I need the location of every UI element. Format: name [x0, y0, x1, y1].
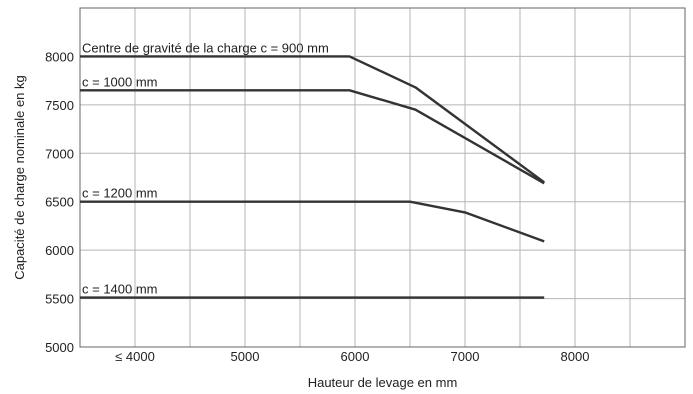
- y-tick-label: 7500: [45, 98, 74, 113]
- plot-frame: [79, 7, 686, 348]
- y-tick-label: 6500: [45, 195, 74, 210]
- x-axis-title: Hauteur de levage en mm: [308, 375, 458, 390]
- x-tick-label: 8000: [561, 349, 590, 364]
- x-tick-label: 7000: [451, 349, 480, 364]
- series-line-2: [80, 89, 545, 185]
- y-tick-label: 7000: [45, 146, 74, 161]
- x-tick-label: 5000: [231, 349, 260, 364]
- grid: [80, 8, 685, 348]
- y-tick-label: 5000: [45, 340, 74, 355]
- series-lines: [80, 55, 545, 299]
- series-label-1: Centre de gravité de la charge c = 900 m…: [82, 40, 329, 55]
- y-axis-title: Capacité de charge nominale en kg: [12, 75, 27, 280]
- series-label-3: c = 1200 mm: [82, 186, 158, 201]
- y-tick-label: 5500: [45, 292, 74, 307]
- x-axis-ticks: ≤ 4000 5000 6000 7000 8000: [115, 349, 589, 364]
- series-label-2: c = 1000 mm: [82, 74, 158, 89]
- series-label-4: c = 1400 mm: [82, 282, 158, 297]
- series-line-1: [80, 55, 545, 184]
- y-axis-ticks: 5000 5500 6000 6500 7000 7500 8000: [45, 49, 74, 355]
- series-labels: Centre de gravité de la charge c = 900 m…: [82, 40, 329, 296]
- x-tick-label: 6000: [341, 349, 370, 364]
- y-tick-label: 6000: [45, 243, 74, 258]
- series-line-3: [80, 200, 545, 243]
- x-tick-label: ≤ 4000: [115, 349, 155, 364]
- y-tick-label: 8000: [45, 49, 74, 64]
